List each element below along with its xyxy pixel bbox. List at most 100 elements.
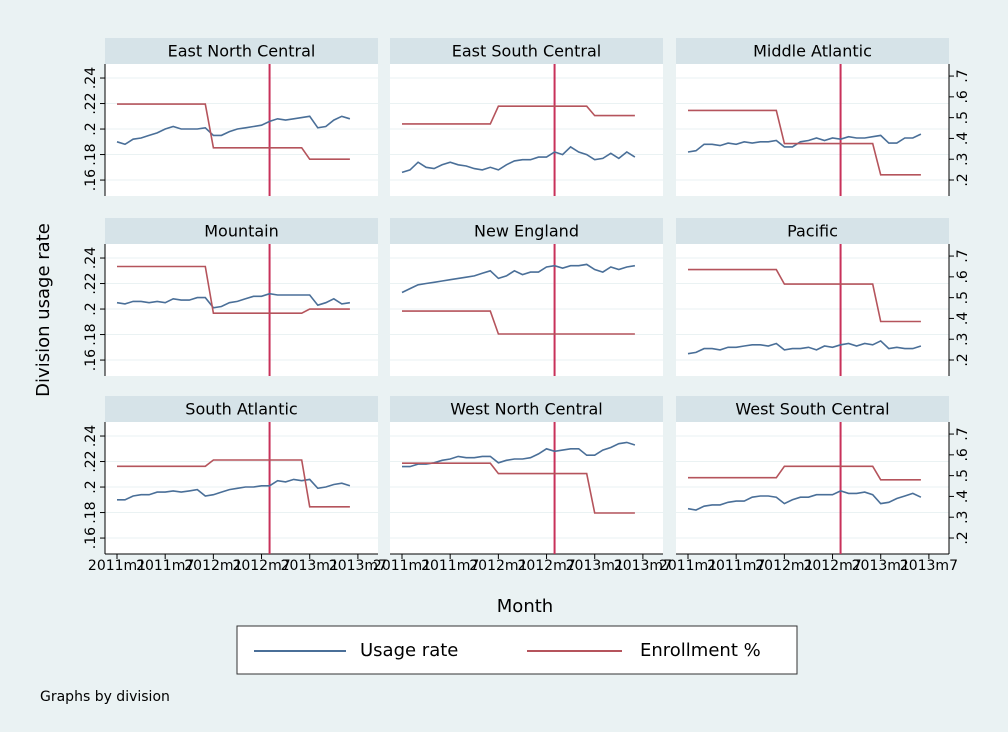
y-tick-label: .16 xyxy=(83,349,99,371)
series-line xyxy=(117,459,350,508)
x-tick-label: 2013m7 xyxy=(329,558,387,574)
x-tick-label: 2013m7 xyxy=(614,558,672,574)
panel-title: West South Central xyxy=(735,400,889,419)
y2-tick-label: .5 xyxy=(955,469,971,482)
x-tick-label: 2011m1 xyxy=(373,558,431,574)
panel-header xyxy=(676,396,949,422)
y2-tick-label: .6 xyxy=(955,270,971,283)
y2-tick-label: .7 xyxy=(955,69,971,82)
panel-title: East South Central xyxy=(452,42,601,61)
x-tick-label: 2011m1 xyxy=(88,558,146,574)
note: Graphs by division xyxy=(40,689,170,705)
y-tick-label: .2 xyxy=(83,480,99,493)
panel-header xyxy=(105,38,378,64)
y-tick-label: .22 xyxy=(83,92,99,114)
panel-header xyxy=(105,396,378,422)
y-tick-label: .24 xyxy=(83,425,99,447)
x-tick-label: 2013m1 xyxy=(566,558,624,574)
series-line xyxy=(402,310,635,335)
panel-title: New England xyxy=(474,222,579,241)
y-tick-label: .16 xyxy=(83,169,99,191)
y-tick-label: .2 xyxy=(83,302,99,315)
y2-tick-label: .3 xyxy=(955,153,971,166)
x-axis-title: Month xyxy=(497,596,553,617)
panel-header xyxy=(676,38,949,64)
y-tick-label: .24 xyxy=(83,67,99,89)
y-tick-label: .16 xyxy=(83,527,99,549)
y-tick-label: .18 xyxy=(83,501,99,523)
x-tick-label: 2012m1 xyxy=(184,558,242,574)
y2-tick-label: .5 xyxy=(955,291,971,304)
panel-title: Middle Atlantic xyxy=(753,42,872,61)
y2-tick-label: .5 xyxy=(955,111,971,124)
series-line xyxy=(117,478,351,501)
y2-tick-label: .2 xyxy=(955,531,971,544)
series-line xyxy=(116,292,351,309)
x-tick-label: 2013m1 xyxy=(281,558,339,574)
plot-area xyxy=(676,422,949,554)
x-tick-label: 2011m7 xyxy=(136,558,194,574)
series-line xyxy=(688,268,921,323)
panel-title: South Atlantic xyxy=(185,400,297,419)
x-tick-label: 2013m7 xyxy=(900,558,958,574)
legend-label: Enrollment % xyxy=(640,640,761,661)
y2-tick-label: .6 xyxy=(955,448,971,461)
series-line xyxy=(687,490,922,511)
series-line xyxy=(116,115,351,146)
plot-area xyxy=(390,244,663,376)
y-tick-label: .2 xyxy=(83,122,99,135)
y2-tick-label: .2 xyxy=(955,353,971,366)
y2-tick-label: .4 xyxy=(955,132,971,145)
panel-header xyxy=(390,38,663,64)
plot-area xyxy=(676,64,949,196)
y2-tick-label: .3 xyxy=(955,333,971,346)
y2-tick-label: .2 xyxy=(955,173,971,186)
x-tick-label: 2012m7 xyxy=(517,558,575,574)
y-tick-label: .18 xyxy=(83,323,99,345)
y2-tick-label: .7 xyxy=(955,249,971,262)
series-line xyxy=(401,145,636,174)
x-tick-label: 2012m1 xyxy=(469,558,527,574)
y2-tick-label: .7 xyxy=(955,427,971,440)
series-line xyxy=(117,265,350,314)
series-line xyxy=(687,133,922,153)
panel-title: East North Central xyxy=(168,42,316,61)
series-line xyxy=(402,441,636,468)
series-line xyxy=(687,339,922,355)
plot-area xyxy=(390,422,663,554)
x-tick-label: 2011m7 xyxy=(421,558,479,574)
panel-title: Pacific xyxy=(787,222,838,241)
panel-header xyxy=(390,218,663,244)
plot-area xyxy=(676,244,949,376)
legend-label: Usage rate xyxy=(360,640,458,661)
panel-header xyxy=(105,218,378,244)
series-line xyxy=(117,103,350,160)
y2-tick-label: .4 xyxy=(955,490,971,503)
y2-tick-label: .4 xyxy=(955,312,971,325)
panel-title: Mountain xyxy=(204,222,279,241)
plot-area xyxy=(390,64,663,196)
plot-area xyxy=(105,64,378,196)
series-line xyxy=(688,109,921,176)
plot-area xyxy=(105,244,378,376)
series-line xyxy=(402,105,635,125)
panel-header xyxy=(676,218,949,244)
series-line xyxy=(402,462,635,514)
x-tick-label: 2012m7 xyxy=(232,558,290,574)
x-tick-label: 2011m1 xyxy=(659,558,717,574)
y-tick-label: .22 xyxy=(83,450,99,472)
x-tick-label: 2013m1 xyxy=(852,558,910,574)
y-axis-title: Division usage rate xyxy=(33,223,54,397)
y2-tick-label: .3 xyxy=(955,511,971,524)
panel-header xyxy=(390,396,663,422)
x-tick-label: 2011m7 xyxy=(707,558,765,574)
x-tick-label: 2012m7 xyxy=(803,558,861,574)
series-line xyxy=(401,263,636,294)
y2-tick-label: .6 xyxy=(955,90,971,103)
y-tick-label: .24 xyxy=(83,247,99,269)
y-tick-label: .22 xyxy=(83,272,99,294)
series-line xyxy=(688,465,921,481)
panel-title: West North Central xyxy=(450,400,603,419)
